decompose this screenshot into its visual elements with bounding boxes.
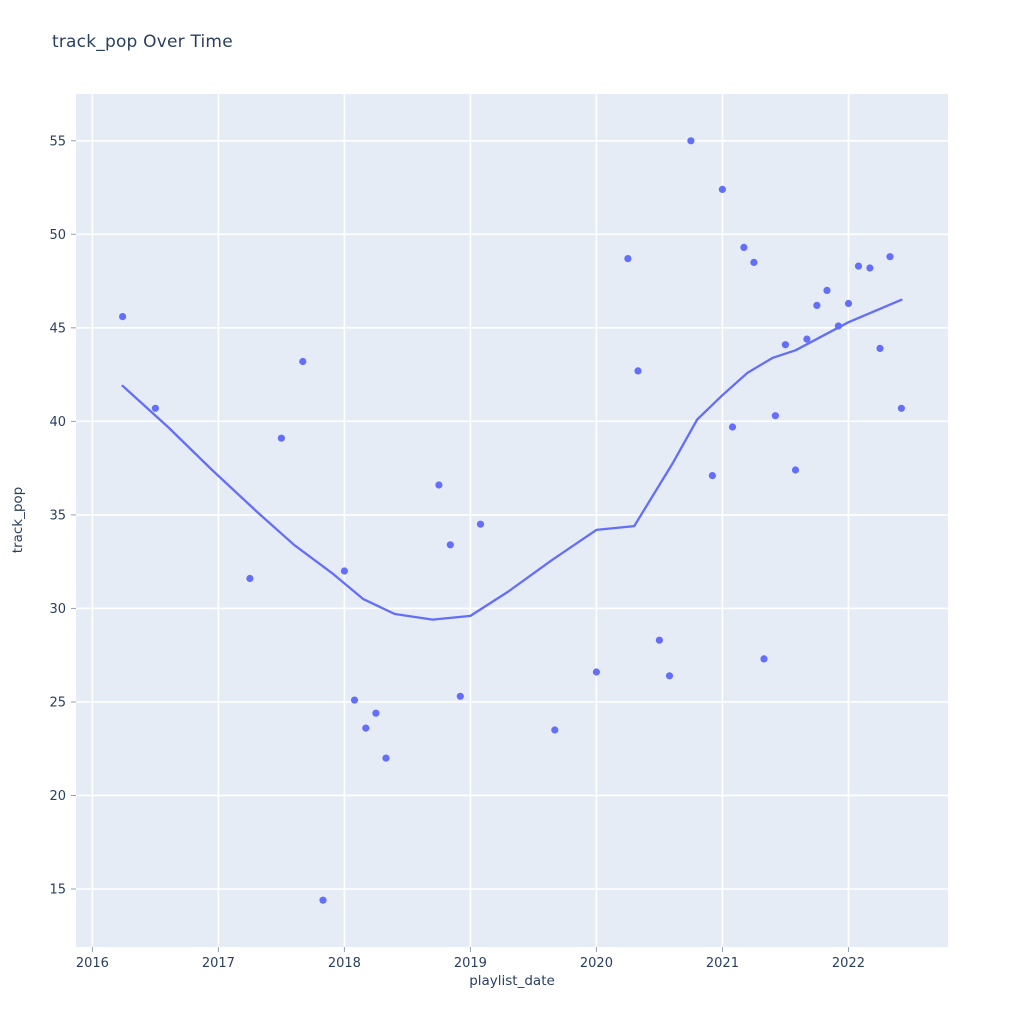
scatter-point[interactable] xyxy=(350,696,359,704)
y-tick-label: 45 xyxy=(49,321,66,336)
scatter-point[interactable] xyxy=(803,335,811,343)
y-tick-label: 25 xyxy=(49,695,66,710)
chart-title: track_pop Over Time xyxy=(52,32,233,52)
scatter-point[interactable] xyxy=(740,243,748,251)
scatter-point[interactable] xyxy=(876,344,884,352)
y-tick-label: 35 xyxy=(49,508,66,523)
scatter-point[interactable] xyxy=(592,668,601,676)
scatter-point[interactable] xyxy=(634,367,642,375)
scatter-point[interactable] xyxy=(718,185,727,193)
scatter-point[interactable] xyxy=(687,137,695,145)
scatter-point[interactable] xyxy=(728,423,737,431)
scatter-point[interactable] xyxy=(771,412,780,420)
scatter-point[interactable] xyxy=(844,299,853,308)
x-tick-label: 2022 xyxy=(832,956,865,971)
scatter-point[interactable] xyxy=(760,655,768,663)
y-tick-label: 40 xyxy=(49,415,66,430)
plot-background[interactable] xyxy=(76,94,948,947)
scatter-point[interactable] xyxy=(781,341,790,349)
scatter-point[interactable] xyxy=(340,567,348,575)
y-tick-label: 30 xyxy=(49,602,66,617)
scatter-point[interactable] xyxy=(119,313,127,321)
x-tick-label: 2018 xyxy=(328,956,361,971)
scatter-point[interactable] xyxy=(319,896,327,904)
trend-line[interactable] xyxy=(121,298,903,621)
x-tick-label: 2019 xyxy=(454,956,487,971)
scatter-point[interactable] xyxy=(791,466,800,474)
y-tick-label: 50 xyxy=(49,228,66,243)
scatter-point[interactable] xyxy=(277,434,285,442)
scatter-point[interactable] xyxy=(299,357,307,366)
scatter-point[interactable] xyxy=(708,472,717,480)
scatter-point[interactable] xyxy=(476,520,485,528)
scatter-point[interactable] xyxy=(665,672,674,680)
scatter-point[interactable] xyxy=(624,255,632,263)
x-tick-label: 2021 xyxy=(706,956,739,971)
scatter-point[interactable] xyxy=(246,574,254,583)
x-tick-label: 2016 xyxy=(76,956,109,971)
scatter-point[interactable] xyxy=(655,636,664,644)
scatter-point[interactable] xyxy=(446,541,454,549)
x-tick-label: 2017 xyxy=(202,956,235,971)
scatter-point[interactable] xyxy=(750,258,758,266)
scatter-point[interactable] xyxy=(866,264,874,272)
scatter-point[interactable] xyxy=(435,481,443,489)
scatter-point[interactable] xyxy=(456,692,464,700)
y-axis-title: track_pop xyxy=(10,486,26,554)
scatter-point[interactable] xyxy=(834,322,843,330)
scatter-point[interactable] xyxy=(362,724,370,732)
x-tick-label: 2020 xyxy=(580,956,613,971)
y-tick-label: 55 xyxy=(49,134,66,149)
scatter-point[interactable] xyxy=(897,404,906,412)
scatter-point[interactable] xyxy=(151,404,159,412)
y-tick-label: 20 xyxy=(49,789,66,804)
x-axis-title: playlist_date xyxy=(469,973,555,989)
scatter-point[interactable] xyxy=(372,709,380,717)
scatter-point[interactable] xyxy=(886,253,894,261)
scatter-point[interactable] xyxy=(854,262,863,270)
scatter-point[interactable] xyxy=(823,286,831,294)
y-tick-label: 15 xyxy=(49,883,66,898)
scatter-point[interactable] xyxy=(813,301,821,309)
scatter-point[interactable] xyxy=(551,726,559,734)
scatter-point[interactable] xyxy=(382,754,390,762)
